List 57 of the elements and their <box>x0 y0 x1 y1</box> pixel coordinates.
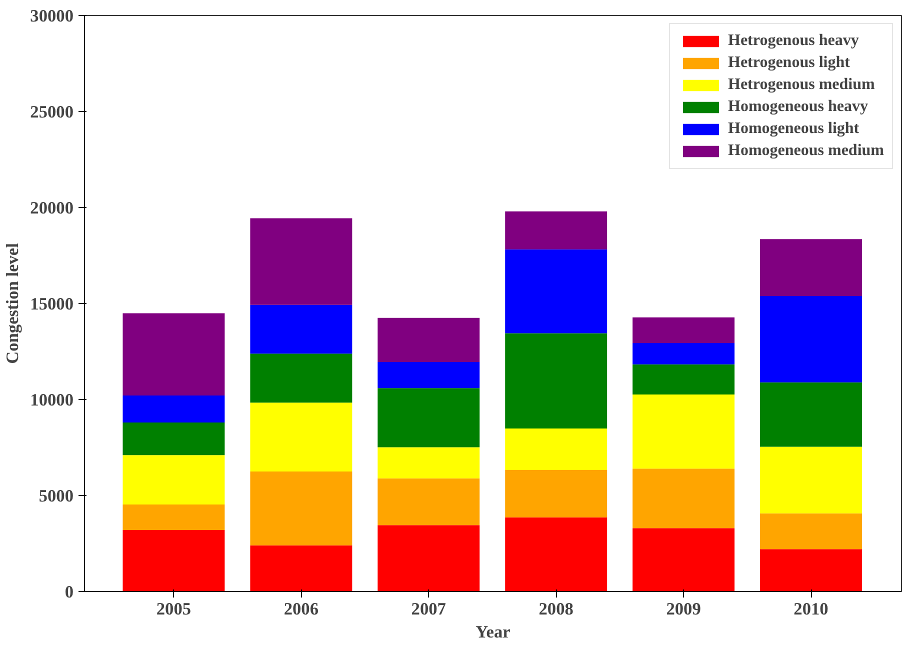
bar <box>122 395 225 423</box>
y-tick-label: 25000 <box>30 102 74 122</box>
bar <box>760 549 862 592</box>
bar <box>505 517 608 592</box>
x-tick-label: 2005 <box>156 600 192 618</box>
bar <box>378 525 480 592</box>
bar <box>760 382 862 447</box>
bar <box>378 478 480 526</box>
bar <box>632 317 735 344</box>
bar <box>250 472 352 546</box>
bar <box>505 428 608 470</box>
legend-label: Hetrogenous medium <box>728 76 875 94</box>
y-tick-label: 30000 <box>30 6 74 26</box>
bar <box>250 545 352 592</box>
bar <box>632 394 735 469</box>
y-tick-label: 20000 <box>30 198 74 218</box>
bar <box>250 218 352 305</box>
bar <box>632 364 735 395</box>
bar <box>505 470 608 518</box>
bar <box>250 402 352 472</box>
bar <box>122 455 225 505</box>
bar <box>378 447 480 478</box>
bar <box>760 446 862 514</box>
bar <box>378 388 480 448</box>
bar <box>760 513 862 550</box>
y-tick-label: 5000 <box>38 486 74 506</box>
bar <box>760 296 862 382</box>
legend-label: Homogeneous medium <box>728 142 884 160</box>
y-tick-label: 0 <box>64 582 74 602</box>
bar <box>122 422 225 456</box>
bar <box>505 249 608 334</box>
x-axis-title: Year <box>476 622 511 642</box>
bar <box>760 239 862 296</box>
x-tick-label: 2008 <box>538 600 574 618</box>
bar <box>378 318 480 362</box>
y-tick-label: 15000 <box>30 294 74 314</box>
bar <box>250 354 352 403</box>
x-tick-label: 2010 <box>794 600 828 618</box>
bar <box>122 530 225 592</box>
y-axis-title: Congestion level <box>3 242 22 364</box>
bar <box>632 343 735 364</box>
bar <box>122 504 225 530</box>
bar <box>122 313 225 396</box>
legend-label: Hetrogenous heavy <box>728 32 859 50</box>
x-tick-label: 2009 <box>666 600 702 618</box>
bar <box>632 468 735 528</box>
bar <box>505 211 608 250</box>
x-tick-label: 2007 <box>411 600 446 618</box>
bar <box>632 528 735 592</box>
legend-label: Homogeneous heavy <box>728 98 868 116</box>
bar <box>505 333 608 428</box>
x-tick-label: 2006 <box>284 600 319 618</box>
bar <box>378 362 480 388</box>
bar <box>250 304 352 354</box>
legend-label: Homogeneous light <box>728 120 860 138</box>
y-tick-label: 10000 <box>30 390 74 410</box>
legend-label: Hetrogenous light <box>728 54 850 72</box>
